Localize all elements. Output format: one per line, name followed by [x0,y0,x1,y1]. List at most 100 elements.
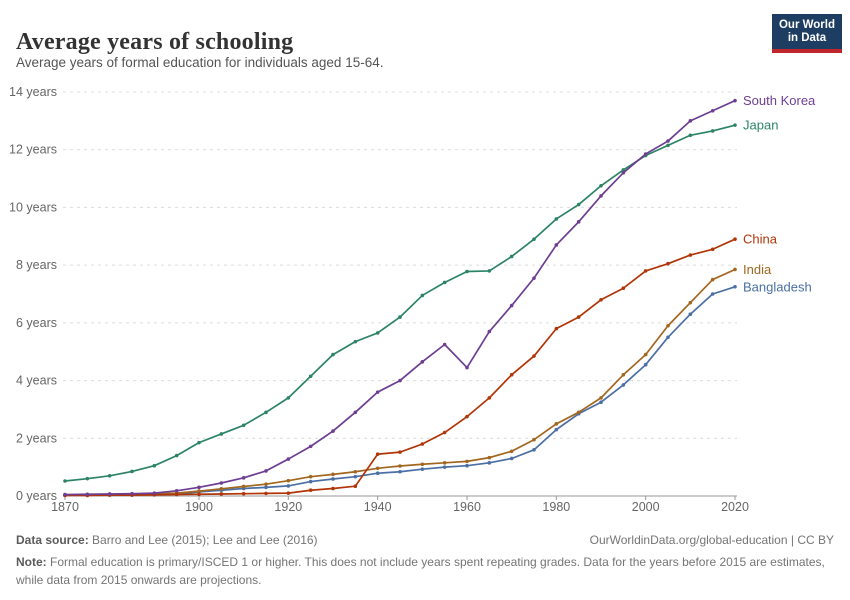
marker-south-korea [107,492,112,496]
marker-japan [442,280,447,285]
marker-japan [599,183,603,188]
marker-bangladesh [286,484,291,488]
marker-china [554,326,559,331]
marker-india [308,474,313,479]
marker-japan [420,293,425,298]
marker-south-korea [174,489,179,493]
marker-south-korea [465,365,469,370]
owid-logo-line2: in Data [787,32,827,44]
marker-india [688,300,693,305]
y-tick-label-2: 2 years [16,431,57,445]
marker-south-korea [710,108,715,113]
data-source: Data source: Barro and Lee (2015); Lee a… [16,533,318,547]
marker-south-korea [643,152,648,156]
marker-bangladesh [554,427,559,432]
marker-bangladesh [599,400,603,405]
marker-india [532,437,536,442]
marker-china [241,491,246,496]
marker-japan [286,396,291,400]
marker-south-korea [197,485,201,490]
owid-logo[interactable]: Our World in Data [771,14,842,53]
marker-bangladesh [264,485,268,490]
series-label-japan[interactable]: Japan [743,118,778,133]
marker-china [442,430,447,435]
marker-china [331,486,335,491]
marker-japan [353,339,358,344]
marker-south-korea [219,481,224,485]
marker-japan [554,217,559,221]
chart-footer: Data source: Barro and Lee (2015); Lee a… [16,531,834,589]
series-label-south-korea[interactable]: South Korea [743,93,816,108]
marker-china [621,286,626,291]
marker-south-korea [241,476,246,480]
y-tick-label-4: 4 years [16,374,57,388]
line-south-korea[interactable] [64,99,736,496]
marker-south-korea [688,119,693,123]
series-south-korea: South Korea [63,93,816,497]
marker-japan [241,423,246,428]
marker-south-korea [398,378,402,383]
marker-japan [264,410,268,415]
marker-china [353,484,358,488]
y-tick-label-8: 8 years [16,258,57,272]
series-china: China [63,232,778,498]
marker-china [308,488,313,493]
marker-india [643,352,648,357]
marker-india [465,459,469,464]
marker-japan [509,254,514,259]
marker-south-korea [331,429,335,433]
marker-south-korea [130,491,134,496]
marker-china [733,237,737,241]
page-subtitle: Average years of formal education for in… [16,55,384,70]
marker-bangladesh [733,284,737,289]
y-tick-label-10: 10 years [9,200,57,214]
marker-china [420,442,425,446]
marker-india [286,478,291,483]
series-label-india[interactable]: India [743,262,772,277]
marker-china [666,261,670,266]
marker-south-korea [532,276,536,280]
marker-china [398,450,402,454]
marker-south-korea [599,194,603,198]
x-tick-label-1920: 1920 [274,500,302,514]
owid-citation-link[interactable]: OurWorldinData.org/global-education | CC… [589,533,834,547]
marker-south-korea [666,139,670,143]
x-tick-label-1960: 1960 [453,500,481,514]
marker-bangladesh [688,312,693,317]
x-tick-label-1940: 1940 [364,500,392,514]
marker-bangladesh [621,383,626,387]
marker-india [710,277,715,282]
marker-china [197,492,201,497]
marker-india [331,472,335,477]
y-tick-label-12: 12 years [9,143,57,157]
series-label-china[interactable]: China [743,232,778,247]
marker-south-korea [63,492,67,497]
series-japan: Japan [63,118,778,483]
line-china[interactable] [65,238,736,497]
marker-japan [197,440,201,445]
marker-japan [576,202,581,207]
marker-india [599,396,603,400]
marker-japan [152,463,157,468]
marker-china [264,491,268,496]
marker-japan [174,453,179,458]
marker-india [733,267,737,272]
chart-note: Note: Formal education is primary/ISCED … [16,555,825,587]
marker-bangladesh [487,461,492,465]
marker-japan [331,352,335,357]
line-japan[interactable] [64,124,736,482]
marker-bangladesh [375,471,380,476]
marker-south-korea [152,491,157,495]
marker-japan [85,476,90,481]
marker-south-korea [353,410,358,415]
marker-south-korea [509,303,514,308]
marker-japan [107,474,112,478]
marker-bangladesh [666,335,670,340]
marker-south-korea [733,98,737,103]
page-title: Average years of schooling [16,29,294,56]
x-tick-label-1900: 1900 [185,500,213,514]
series-label-bangladesh[interactable]: Bangladesh [743,279,812,294]
x-tick-label-2020: 2020 [721,500,749,514]
marker-japan [465,269,469,274]
